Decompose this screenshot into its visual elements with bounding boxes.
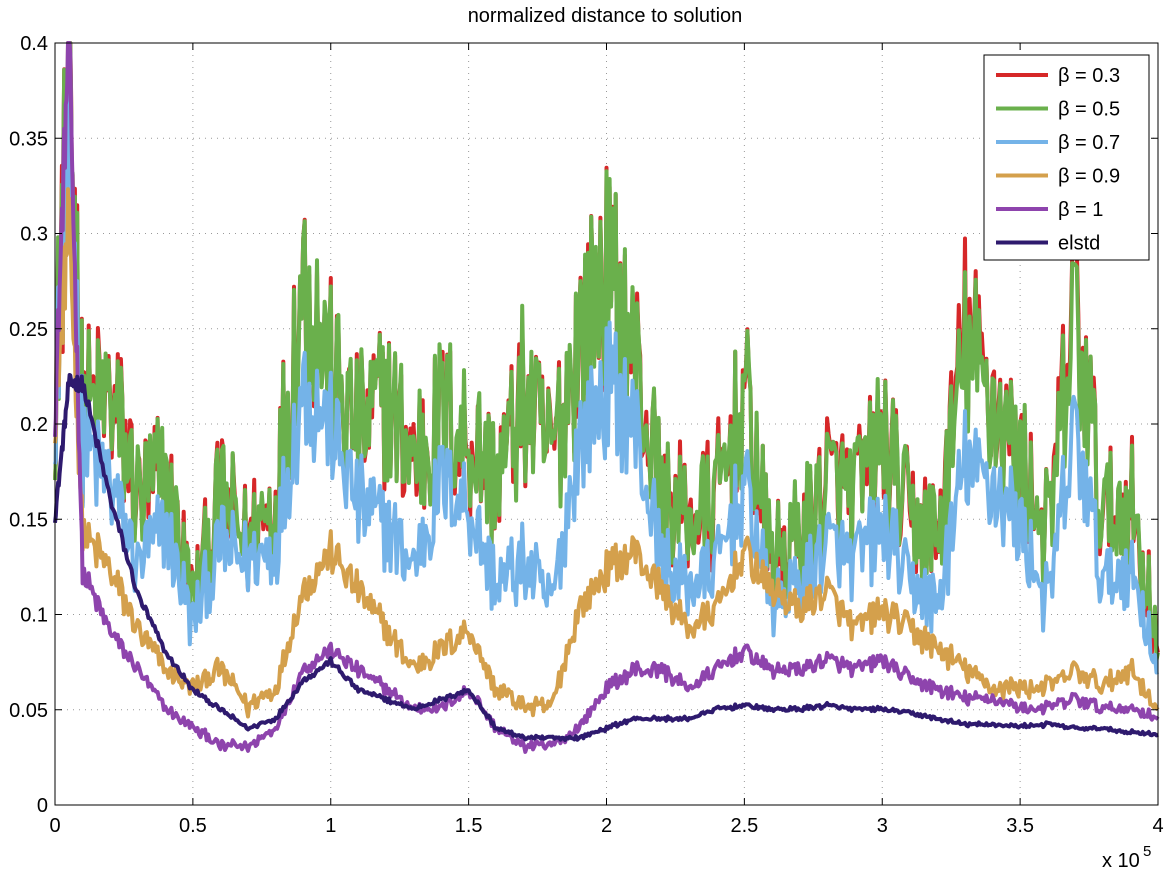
legend-label: β = 1 xyxy=(1058,199,1103,221)
legend-label: β = 0.9 xyxy=(1058,166,1120,188)
series-lines xyxy=(53,41,1160,754)
x-tick-label: 2.5 xyxy=(730,815,758,837)
legend-label: elstd xyxy=(1058,233,1100,255)
y-tick-label: 0.1 xyxy=(20,605,48,627)
series-line-2 xyxy=(53,62,1160,675)
legend: β = 0.3 β = 0.5 β = 0.7 β = 0.9 β = 1 elstd xyxy=(983,54,1150,261)
y-tick-label: 0.05 xyxy=(9,700,48,722)
y-tick-label: 0.15 xyxy=(9,509,48,531)
y-tick-label: 0.25 xyxy=(9,319,48,341)
legend-label: β = 0.5 xyxy=(1058,99,1120,121)
axis-ticks: 0 0.5 1 1.5 2 2.5 3 3.5 4 0 0.05 0.1 0.15 0.2 0.25 0.3 0… xyxy=(9,33,1164,837)
x-exponent-base: x 10 xyxy=(1102,850,1140,872)
x-tick-label: 1.5 xyxy=(455,815,483,837)
x-tick-label: 3.5 xyxy=(1006,815,1034,837)
chart-title: normalized distance to solution xyxy=(468,5,743,27)
series-line-5 xyxy=(53,373,1159,742)
y-tick-label: 0.3 xyxy=(20,224,48,246)
legend-box xyxy=(983,54,1150,261)
series-line-3 xyxy=(53,187,1160,719)
series-line-1 xyxy=(53,41,1160,662)
x-tick-label: 4 xyxy=(1152,815,1163,837)
legend-label: β = 0.3 xyxy=(1058,65,1120,87)
series-line-4 xyxy=(53,41,1160,754)
x-exponent-power: 5 xyxy=(1143,843,1151,860)
y-tick-label: 0.4 xyxy=(20,33,48,55)
y-tick-label: 0.35 xyxy=(9,128,48,150)
x-tick-label: 0.5 xyxy=(179,815,207,837)
y-tick-label: 0 xyxy=(37,795,48,817)
x-axis-exponent: x 10 5 xyxy=(1102,843,1151,872)
x-tick-label: 0 xyxy=(49,815,60,837)
x-tick-label: 2 xyxy=(601,815,612,837)
x-tick-label: 1 xyxy=(325,815,336,837)
y-tick-label: 0.2 xyxy=(20,414,48,436)
legend-label: β = 0.7 xyxy=(1058,132,1120,154)
x-tick-label: 3 xyxy=(877,815,888,837)
